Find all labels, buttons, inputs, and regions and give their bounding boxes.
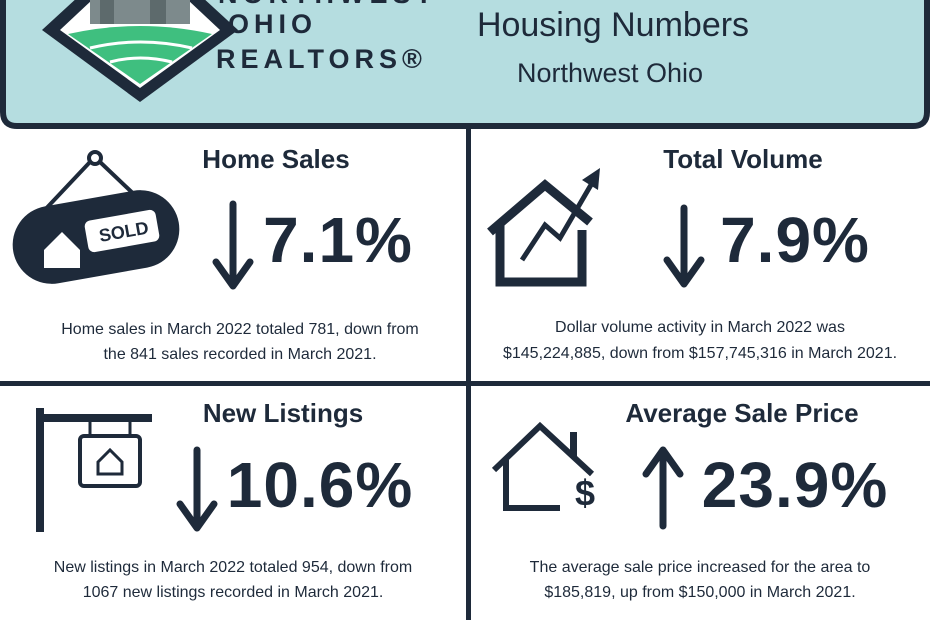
panel-title: New Listings	[203, 398, 363, 428]
panel-title: Average Sale Price	[625, 398, 858, 428]
logo-text: REALTORS®	[216, 44, 427, 74]
panel-title: Total Volume	[663, 144, 822, 174]
down-arrow	[212, 200, 254, 290]
panel-description: $145,224,885, down from $157,745,316 in …	[503, 345, 897, 362]
change-value: 7.9%	[720, 204, 870, 276]
divider	[466, 128, 471, 620]
change-value: 10.6%	[227, 449, 413, 521]
logo-text: NORTHWEST	[218, 0, 437, 9]
logo-icon	[42, 0, 238, 102]
volume-icon	[487, 168, 600, 287]
dollar-sign: $	[575, 473, 595, 514]
divider	[0, 381, 930, 386]
header-title: Housing Numbers	[477, 6, 749, 44]
up-arrow	[642, 446, 684, 530]
logo-text: OHIO	[228, 9, 317, 39]
panel-title: Home Sales	[202, 144, 349, 174]
panel-description: Dollar volume activity in March 2022 was	[555, 319, 845, 336]
change-value: 23.9%	[702, 449, 888, 521]
panel-description: Home sales in March 2022 totaled 781, do…	[61, 321, 419, 338]
change-value: 7.1%	[263, 204, 413, 276]
panel-description: $185,819, up from $150,000 in March 2021…	[544, 584, 855, 601]
sold-icon	[12, 150, 180, 284]
listing-icon	[36, 408, 152, 532]
panel-description: The average sale price increased for the…	[530, 559, 871, 576]
down-arrow	[663, 204, 705, 288]
header-subtitle: Northwest Ohio	[517, 58, 703, 88]
panel-description: New listings in March 2022 totaled 954, …	[54, 559, 412, 576]
down-arrow	[176, 446, 218, 532]
price-icon	[491, 421, 595, 511]
panel-description: 1067 new listings recorded in March 2021…	[83, 584, 384, 601]
panel-description: the 841 sales recorded in March 2021.	[103, 346, 376, 363]
